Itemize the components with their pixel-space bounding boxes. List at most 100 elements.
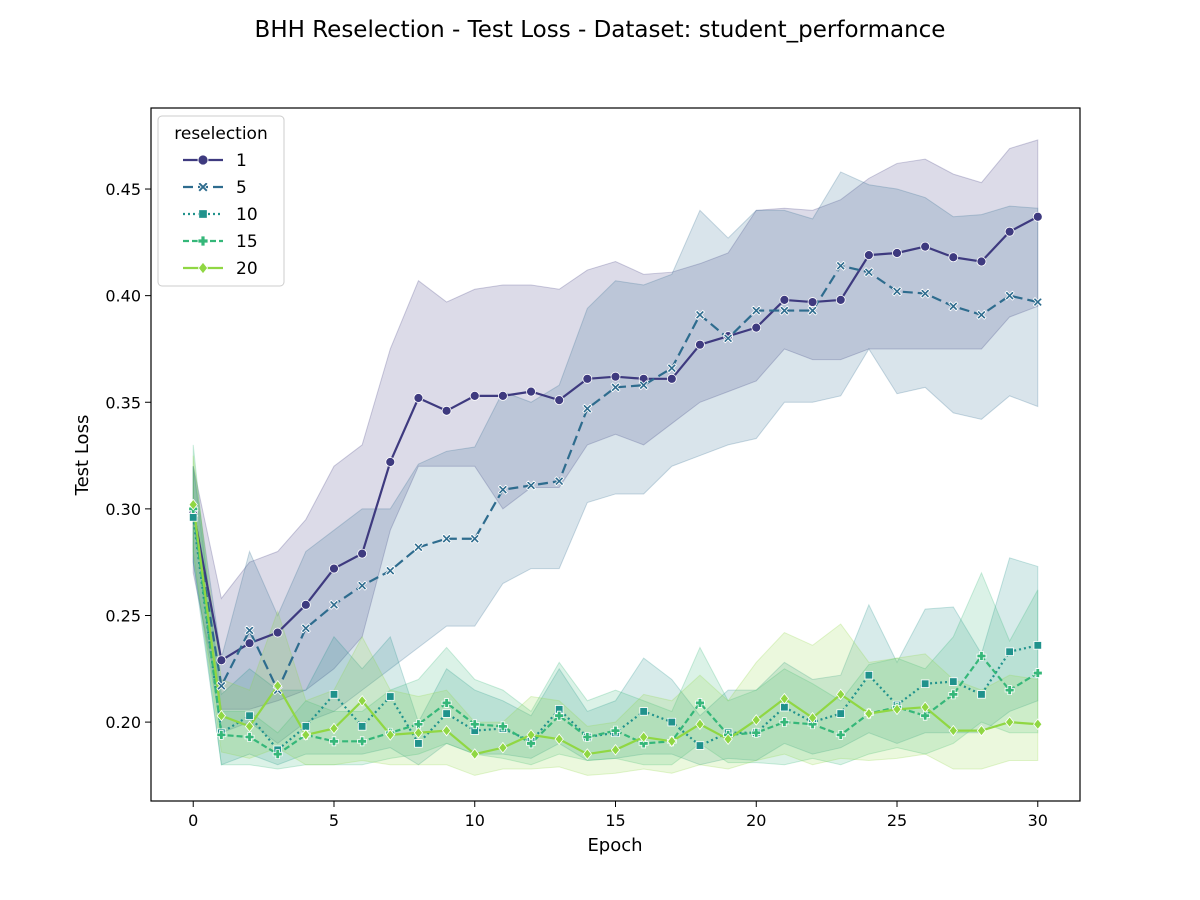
point-series-1 — [751, 322, 762, 333]
point-series-1 — [469, 390, 480, 401]
point-series-1 — [976, 256, 987, 267]
legend-marker-sample — [197, 235, 209, 247]
legend-label: 5 — [236, 178, 247, 198]
point-series-20 — [301, 729, 311, 741]
point-series-20 — [498, 741, 508, 754]
point-series-20 — [273, 680, 283, 692]
point-series-10 — [695, 741, 705, 750]
band-series-20 — [192, 455, 1039, 776]
point-series-5 — [863, 267, 874, 278]
point-series-20 — [413, 726, 424, 739]
x-axis-title: Epoch — [587, 835, 642, 856]
point-series-5 — [920, 288, 931, 299]
point-series-15 — [751, 727, 762, 738]
point-series-1 — [835, 295, 846, 305]
point-series-5 — [582, 403, 593, 414]
point-series-1 — [920, 241, 931, 252]
point-series-5 — [638, 380, 649, 391]
y-tick-label: 0.30 — [105, 500, 141, 519]
point-series-15 — [835, 729, 846, 740]
point-series-5 — [694, 309, 706, 320]
point-series-5 — [610, 382, 621, 393]
point-series-20 — [216, 709, 227, 722]
point-series-10 — [864, 670, 874, 680]
chart-title: BHH Reselection - Test Loss - Dataset: s… — [255, 17, 946, 43]
point-series-1 — [272, 627, 283, 638]
legend-label: 10 — [236, 205, 258, 225]
point-series-5 — [891, 286, 903, 297]
point-series-1 — [413, 393, 424, 403]
x-axis-ticks: 0 5 10 15 20 25 30 — [188, 801, 1048, 830]
point-series-1 — [1032, 211, 1043, 222]
point-series-20 — [807, 712, 818, 724]
point-series-15 — [948, 689, 959, 700]
x-tick-label: 5 — [329, 811, 339, 830]
point-series-1 — [216, 655, 227, 666]
point-series-5 — [779, 305, 790, 316]
legend-box — [157, 115, 285, 287]
markers-series-1 — [188, 211, 1043, 666]
legend-entry-10: 10 — [183, 205, 258, 225]
point-series-10 — [386, 692, 395, 701]
point-series-15 — [244, 732, 255, 742]
point-series-20 — [836, 688, 846, 701]
x-tick-label: 25 — [887, 811, 907, 830]
point-series-20 — [188, 498, 198, 511]
point-series-20 — [610, 744, 621, 756]
point-series-5 — [385, 565, 396, 576]
point-series-20 — [638, 731, 649, 743]
point-series-5 — [357, 580, 368, 591]
point-series-20 — [385, 729, 395, 741]
band-series-5 — [192, 171, 1039, 745]
point-series-1 — [1004, 226, 1015, 237]
point-series-10 — [1033, 641, 1042, 650]
point-series-5 — [807, 305, 818, 316]
point-series-20 — [357, 694, 367, 707]
point-series-20 — [441, 724, 452, 737]
point-series-5 — [441, 533, 452, 544]
point-series-15 — [526, 738, 536, 749]
point-series-20 — [582, 748, 593, 760]
point-series-20 — [554, 733, 564, 745]
point-series-5 — [554, 476, 565, 487]
x-tick-label: 15 — [605, 811, 625, 830]
legend-entry-15: 15 — [183, 232, 258, 252]
point-series-20 — [470, 748, 480, 760]
point-series-5 — [244, 625, 255, 636]
point-series-10 — [442, 709, 451, 718]
legend-label: 15 — [236, 232, 258, 252]
y-axis-ticks: 0.20 0.25 0.30 0.35 0.40 0.45 — [105, 180, 151, 732]
point-series-15 — [413, 719, 424, 730]
legend-marker-sample — [198, 209, 208, 219]
point-series-20 — [695, 718, 705, 731]
point-series-15 — [807, 719, 818, 730]
point-series-5 — [1004, 290, 1015, 301]
point-series-1 — [948, 252, 959, 263]
point-series-15 — [329, 736, 339, 747]
legend-entry-5: 5 — [183, 178, 247, 198]
point-series-10 — [836, 709, 845, 718]
legend-marker-sample — [197, 181, 209, 193]
point-series-5 — [835, 260, 846, 271]
point-series-15 — [497, 721, 508, 732]
legend-marker-sample — [197, 154, 209, 166]
point-series-20 — [1033, 718, 1043, 731]
y-tick-label: 0.35 — [105, 393, 141, 412]
legend-title: reselection — [174, 124, 267, 144]
point-series-15 — [272, 749, 283, 759]
point-series-1 — [554, 395, 565, 406]
point-series-15 — [216, 729, 227, 740]
point-series-1 — [385, 457, 396, 467]
band-series-15 — [192, 444, 1039, 770]
point-series-15 — [976, 651, 987, 661]
point-series-5 — [525, 480, 537, 491]
point-series-20 — [892, 703, 902, 716]
point-series-20 — [1004, 716, 1015, 728]
point-series-1 — [300, 599, 311, 610]
point-series-20 — [948, 724, 958, 737]
point-series-10 — [245, 711, 254, 720]
series-markers — [188, 211, 1043, 760]
point-series-5 — [413, 542, 424, 553]
